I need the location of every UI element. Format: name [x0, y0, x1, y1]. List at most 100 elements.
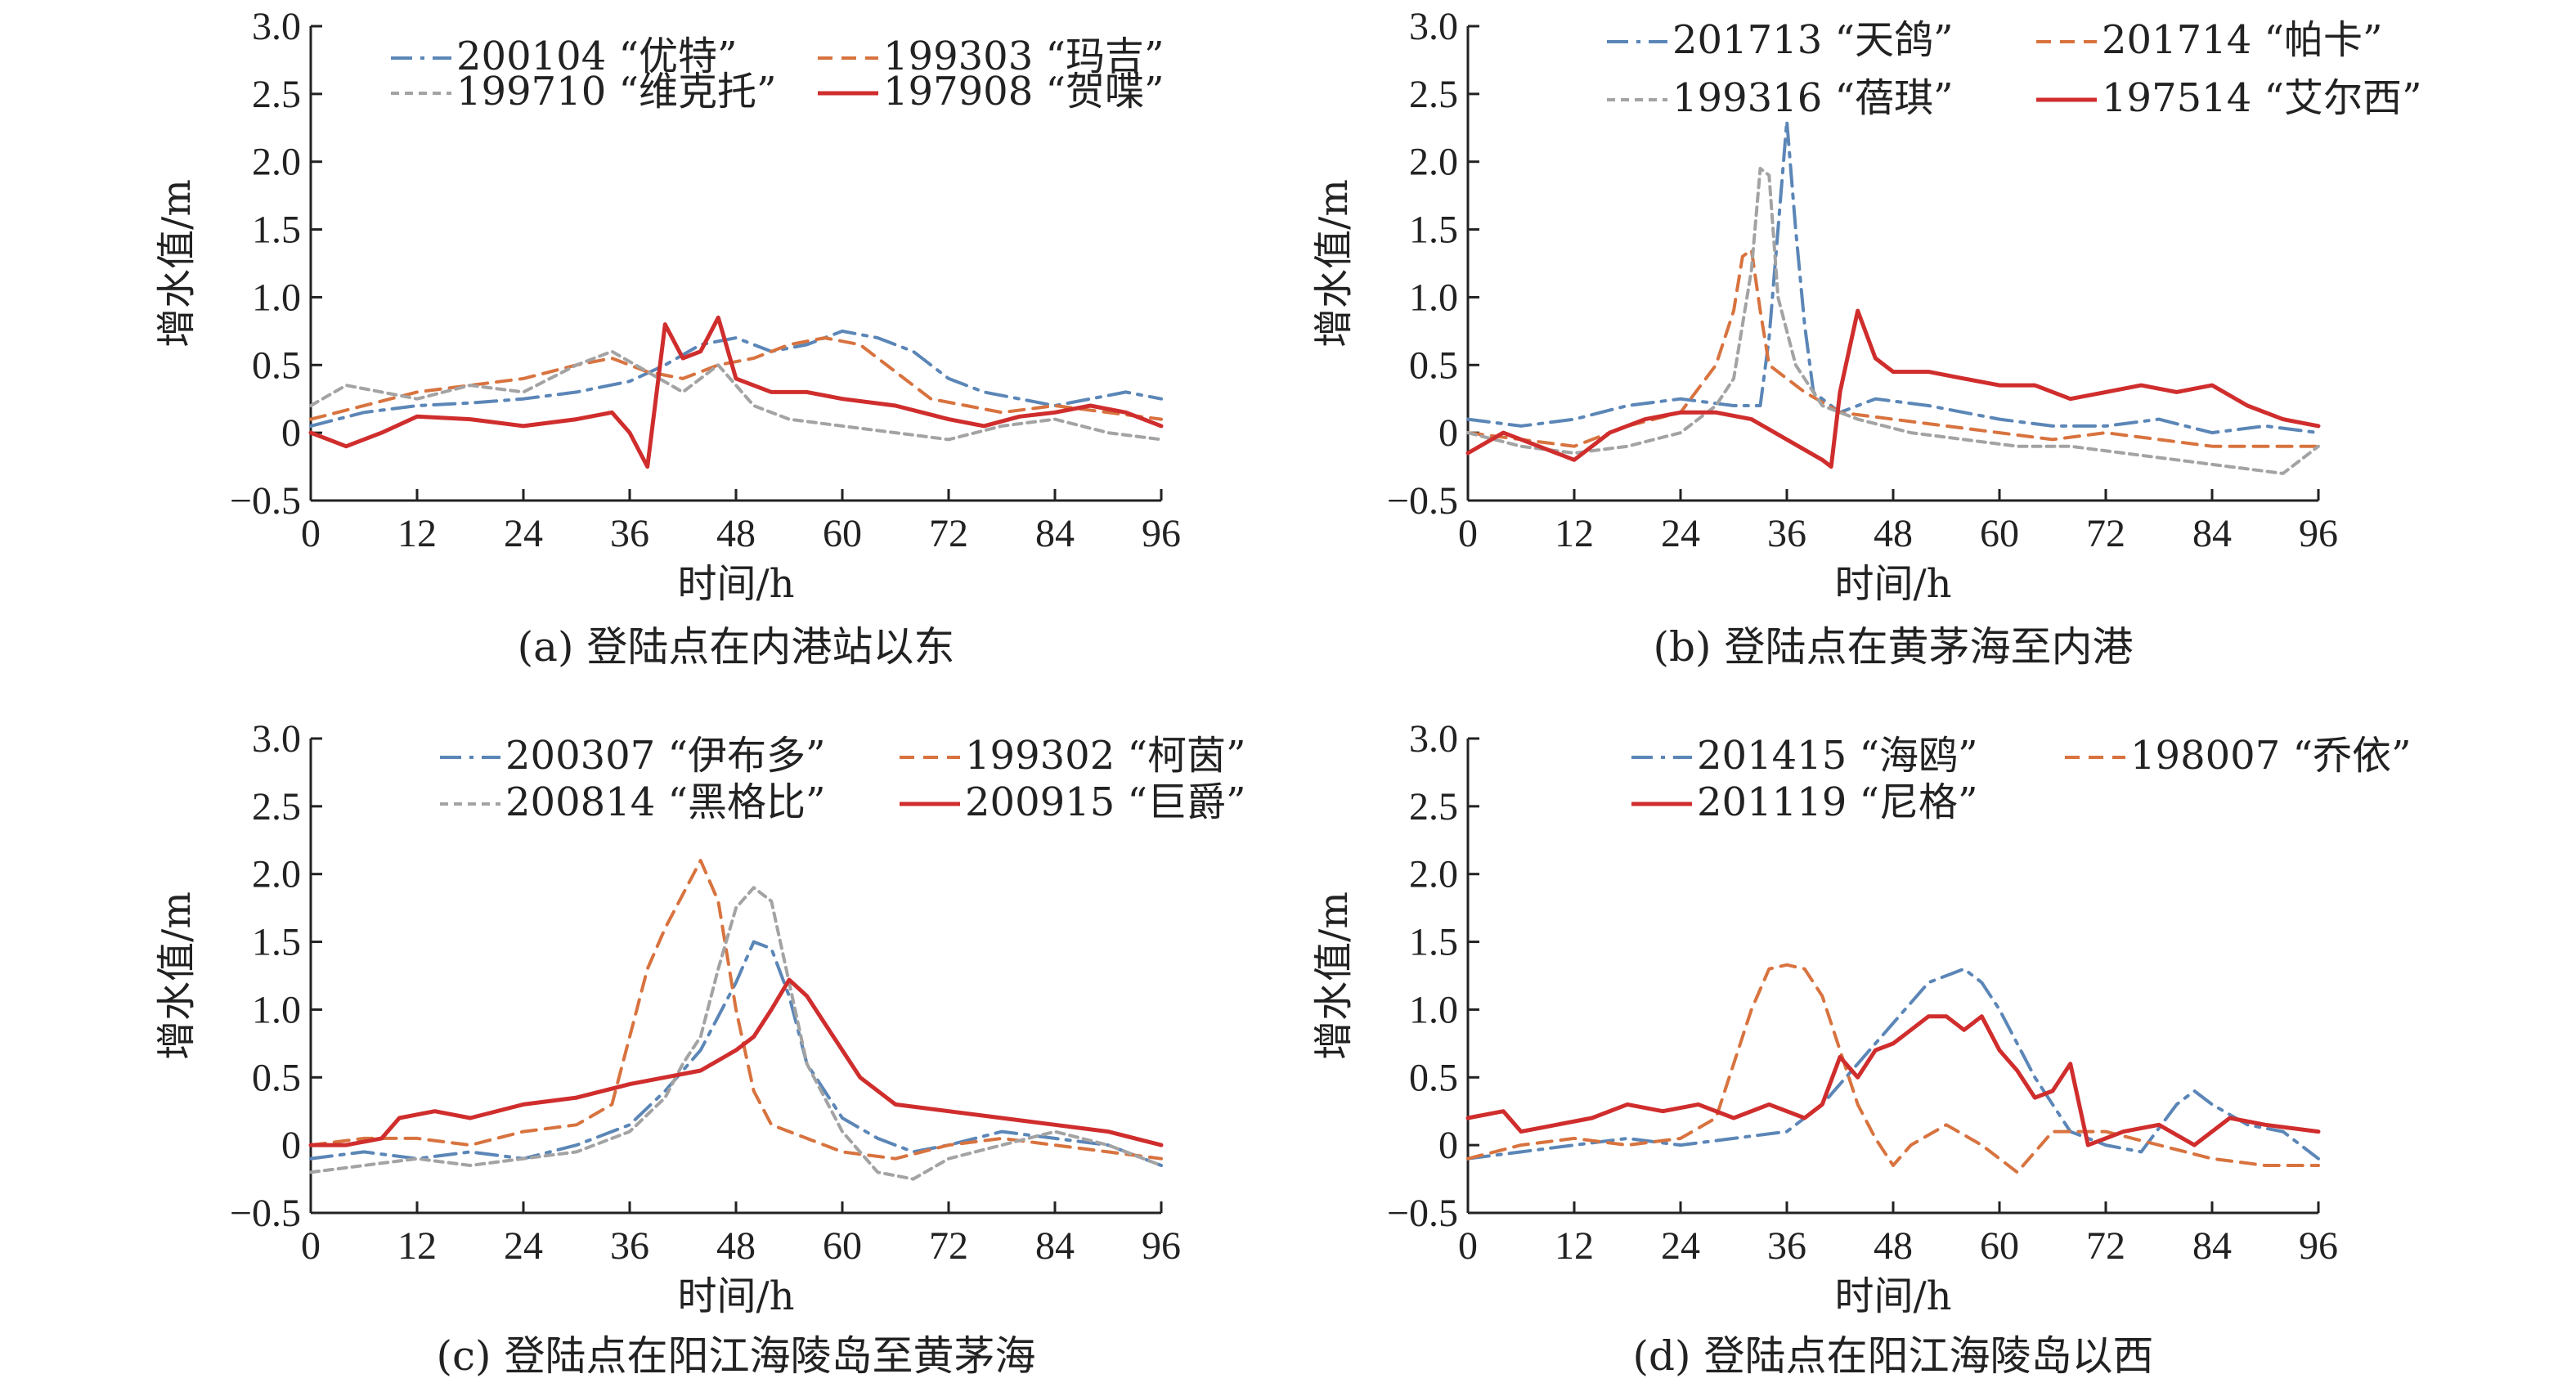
y-tick-label: 1.0: [1409, 276, 1458, 319]
y-tick-label: 0: [281, 411, 301, 455]
panel-caption: (d) 登陆点在阳江海陵岛以西: [1633, 1332, 2154, 1380]
x-tick-label: 48: [716, 1224, 756, 1268]
y-tick-label: −0.5: [230, 479, 301, 523]
series-line-1: [1466, 119, 2320, 435]
series-line-3: [309, 886, 1163, 1181]
x-tick-label: 36: [1767, 1224, 1806, 1268]
y-tick-label: 3.0: [1409, 5, 1458, 48]
panel-caption: (c) 登陆点在阳江海陵岛至黄茅海: [437, 1332, 1036, 1380]
x-tick-label: 60: [823, 512, 862, 555]
y-tick-label: 1.5: [252, 209, 301, 252]
x-tick-label: 24: [1661, 1224, 1700, 1268]
series-line-3: [309, 349, 1163, 442]
x-axis-label: 时间/h: [1834, 1273, 1951, 1319]
y-tick-label: 1.0: [252, 276, 301, 319]
y-tick-label: 2.5: [1409, 73, 1458, 116]
series-line-4: [308, 315, 1164, 469]
y-tick-label: 0.5: [1409, 1056, 1458, 1099]
x-tick-label: 12: [1555, 1224, 1594, 1268]
y-tick-label: 0: [1438, 411, 1458, 455]
legend-label-2: 199302 “柯茵”: [965, 733, 1246, 779]
x-tick-label: 36: [610, 512, 649, 555]
y-tick-label: 3.0: [1409, 717, 1458, 761]
x-tick-label: 24: [504, 512, 543, 555]
y-tick-label: 0.5: [1409, 344, 1458, 387]
x-tick-label: 96: [2299, 1224, 2338, 1268]
y-tick-label: 1.5: [1409, 209, 1458, 252]
x-tick-label: 60: [1980, 1224, 2019, 1268]
y-tick-label: 2.5: [252, 785, 301, 828]
y-tick-label: −0.5: [1387, 479, 1458, 523]
x-tick-label: 48: [716, 512, 756, 555]
x-tick-label: 60: [1980, 512, 2019, 555]
series-line-2: [309, 859, 1163, 1161]
y-tick-label: −0.5: [230, 1192, 301, 1235]
x-tick-label: 36: [1767, 512, 1806, 555]
y-tick-label: 0: [281, 1124, 301, 1167]
x-tick-label: 12: [397, 512, 437, 555]
x-tick-label: 84: [2192, 512, 2232, 555]
y-tick-label: 1.0: [252, 988, 301, 1031]
x-tick-label: 84: [1035, 512, 1075, 555]
legend-label-4: 197908 “贺喋”: [883, 69, 1165, 115]
legend-label-2: 199303 “玛吉”: [883, 34, 1165, 79]
x-tick-label: 96: [1142, 1224, 1181, 1268]
series-line-2: [309, 336, 1163, 421]
x-tick-label: 96: [1142, 512, 1181, 555]
x-tick-label: 72: [2086, 1224, 2125, 1268]
x-tick-label: 72: [929, 1224, 968, 1268]
x-tick-label: 72: [929, 512, 968, 555]
y-tick-label: 1.5: [252, 921, 301, 964]
x-tick-label: 48: [1874, 512, 1913, 555]
x-tick-label: 24: [1661, 512, 1700, 555]
x-tick-label: 96: [2299, 512, 2338, 555]
x-tick-label: 24: [504, 1224, 543, 1268]
x-tick-label: 36: [610, 1224, 649, 1268]
x-tick-label: 72: [2086, 512, 2125, 555]
y-tick-label: 0.5: [252, 344, 301, 387]
y-tick-label: 2.0: [1409, 853, 1458, 896]
y-tick-label: 0.5: [252, 1056, 301, 1099]
y-tick-label: 2.0: [1409, 141, 1458, 184]
x-tick-label: 12: [397, 1224, 437, 1268]
x-tick-label: 48: [1874, 1224, 1913, 1268]
y-tick-label: 2.0: [252, 141, 301, 184]
series-line-3: [1465, 1014, 2321, 1147]
x-tick-label: 84: [2192, 1224, 2232, 1268]
series-line-4: [1465, 308, 2321, 469]
series-line-1: [309, 940, 1163, 1167]
series-line-1: [1466, 967, 2320, 1161]
x-tick-label: 0: [1458, 512, 1478, 555]
x-tick-label: 0: [301, 512, 321, 555]
y-tick-label: 2.5: [1409, 785, 1458, 828]
x-axis-label: 时间/h: [1834, 561, 1951, 607]
y-tick-label: 1.5: [1409, 921, 1458, 964]
x-axis-label: 时间/h: [677, 1273, 794, 1319]
legend-label-4: 200915 “巨爵”: [965, 779, 1246, 825]
series-line-1: [309, 329, 1163, 428]
x-tick-label: 60: [823, 1224, 862, 1268]
x-tick-label: 0: [1458, 1224, 1478, 1268]
y-axis-label: 增水值/m: [1311, 891, 1357, 1060]
y-tick-label: 1.0: [1409, 988, 1458, 1031]
legend-label-3: 200814 “黑格比”: [505, 779, 826, 825]
x-tick-label: 12: [1555, 512, 1594, 555]
legend-label-1: 200307 “伊布多”: [505, 733, 826, 779]
legend-label-1: 200104 “优特”: [456, 34, 738, 79]
legend-label-2: 201714 “帕卡”: [2102, 17, 2383, 63]
series-line-3: [1466, 167, 2320, 475]
y-axis-label: 增水值/m: [154, 891, 200, 1060]
legend-label-3: 199710 “维克托”: [456, 69, 777, 115]
legend-label-3: 201119 “尼格”: [1697, 779, 1978, 825]
legend-label-1: 201713 “天鸽”: [1672, 17, 1954, 63]
x-tick-label: 84: [1035, 1224, 1075, 1268]
series-line-4: [308, 977, 1164, 1147]
series-line-2: [1466, 248, 2320, 448]
y-tick-label: 3.0: [252, 717, 301, 761]
y-axis-label: 增水值/m: [154, 179, 200, 348]
legend-label-4: 197514 “艾尔西”: [2102, 75, 2422, 121]
y-tick-label: 0: [1438, 1124, 1458, 1167]
y-tick-label: −0.5: [1387, 1192, 1458, 1235]
series-line-2: [1466, 963, 2320, 1174]
